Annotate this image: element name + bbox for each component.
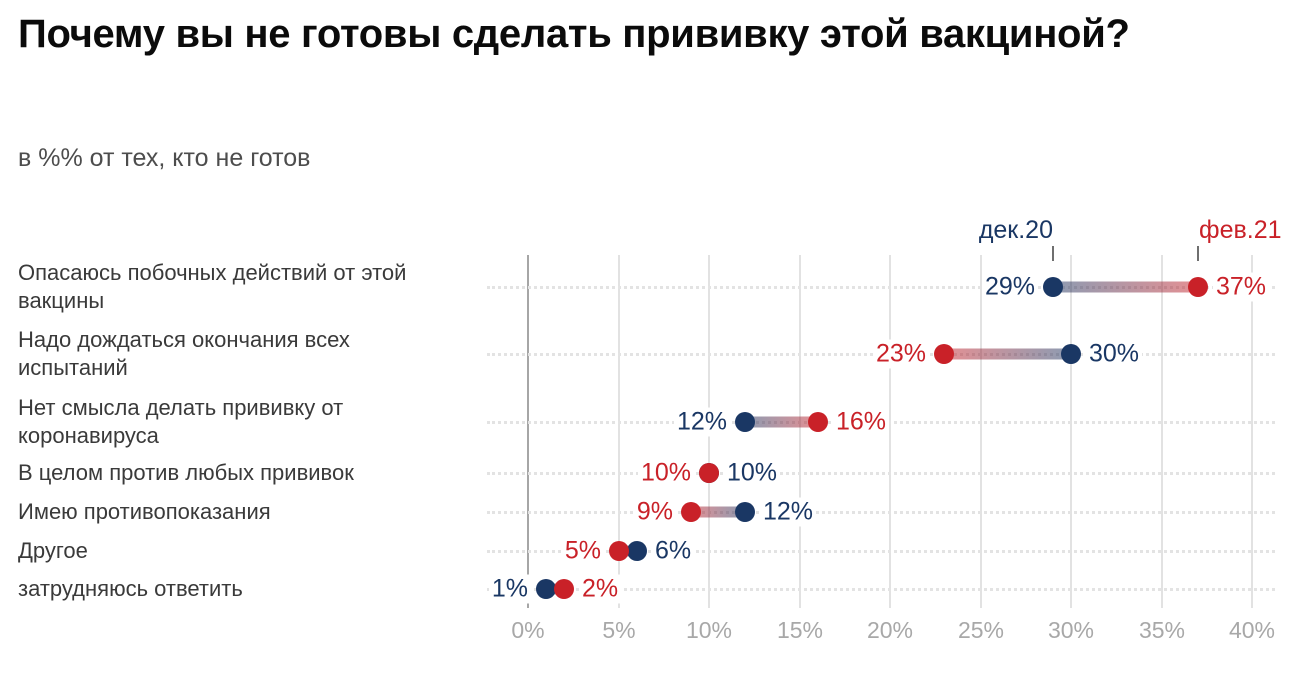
legend-label: фев.21 xyxy=(1199,216,1282,244)
value-label: 6% xyxy=(652,536,695,566)
value-label: 37% xyxy=(1213,272,1270,302)
series-dot xyxy=(808,412,828,432)
chart-subtitle: в %% от тех, кто не готов xyxy=(18,144,311,172)
value-label: 29% xyxy=(981,272,1038,302)
value-label: 1% xyxy=(488,574,531,604)
axis-tick-label: 20% xyxy=(866,617,914,643)
axis-tick-label: 35% xyxy=(1138,617,1186,643)
gridline xyxy=(799,255,801,608)
axis-tick-label: 0% xyxy=(511,617,545,643)
axis-tick-label: 30% xyxy=(1047,617,1095,643)
connector-bar xyxy=(745,416,817,428)
row-guide xyxy=(487,286,1275,289)
value-label: 12% xyxy=(673,407,730,437)
category-label: В целом против любых прививок xyxy=(18,460,354,485)
row-guide xyxy=(487,472,1275,475)
gridline xyxy=(527,255,529,608)
value-label: 23% xyxy=(872,339,929,369)
series-dot xyxy=(735,502,755,522)
legend-label: дек.20 xyxy=(978,216,1053,244)
category-label: Нет смысла делать прививку от коронавиру… xyxy=(18,395,344,448)
value-label: 16% xyxy=(833,407,890,437)
axis-tick-label: 40% xyxy=(1228,617,1276,643)
series-dot xyxy=(735,412,755,432)
connector-bar xyxy=(1053,281,1198,293)
axis-tick-label: 25% xyxy=(957,617,1005,643)
legend-pointer-tick xyxy=(1197,246,1199,261)
gridline xyxy=(980,255,982,608)
series-dot xyxy=(699,463,719,483)
category-label: Другое xyxy=(18,538,88,563)
gridline xyxy=(618,255,620,608)
series-dot xyxy=(681,502,701,522)
value-label: 5% xyxy=(561,536,604,566)
series-dot xyxy=(1061,344,1081,364)
legend-pointer-tick xyxy=(1052,246,1054,261)
series-dot xyxy=(934,344,954,364)
category-label: Опасаюсь побочных действий от этой вакци… xyxy=(18,260,407,313)
chart-title: Почему вы не готовы сделать прививку это… xyxy=(18,12,1130,56)
axis-tick-label: 15% xyxy=(776,617,824,643)
value-label: 10% xyxy=(637,458,694,488)
row-guide xyxy=(487,511,1275,514)
value-label: 2% xyxy=(579,574,622,604)
series-dot xyxy=(609,541,629,561)
category-label: затрудняюсь ответить xyxy=(18,576,243,601)
connector-bar xyxy=(944,348,1071,360)
value-label: 12% xyxy=(760,497,817,527)
axis-tick-label: 10% xyxy=(685,617,733,643)
value-label: 10% xyxy=(724,458,781,488)
gridline xyxy=(889,255,891,608)
series-dot xyxy=(536,579,556,599)
value-label: 30% xyxy=(1086,339,1143,369)
gridline xyxy=(1070,255,1072,608)
gridline xyxy=(1251,255,1253,608)
connector-bar xyxy=(691,506,745,518)
category-label: Имею противопоказания xyxy=(18,499,271,524)
row-guide xyxy=(487,588,1275,591)
axis-tick-label: 5% xyxy=(602,617,636,643)
series-dot xyxy=(1043,277,1063,297)
category-label: Надо дождаться окончания всех испытаний xyxy=(18,327,350,380)
series-dot xyxy=(554,579,574,599)
value-label: 9% xyxy=(633,497,676,527)
gridline xyxy=(1161,255,1163,608)
series-dot xyxy=(627,541,647,561)
row-guide xyxy=(487,550,1275,553)
series-dot xyxy=(1188,277,1208,297)
